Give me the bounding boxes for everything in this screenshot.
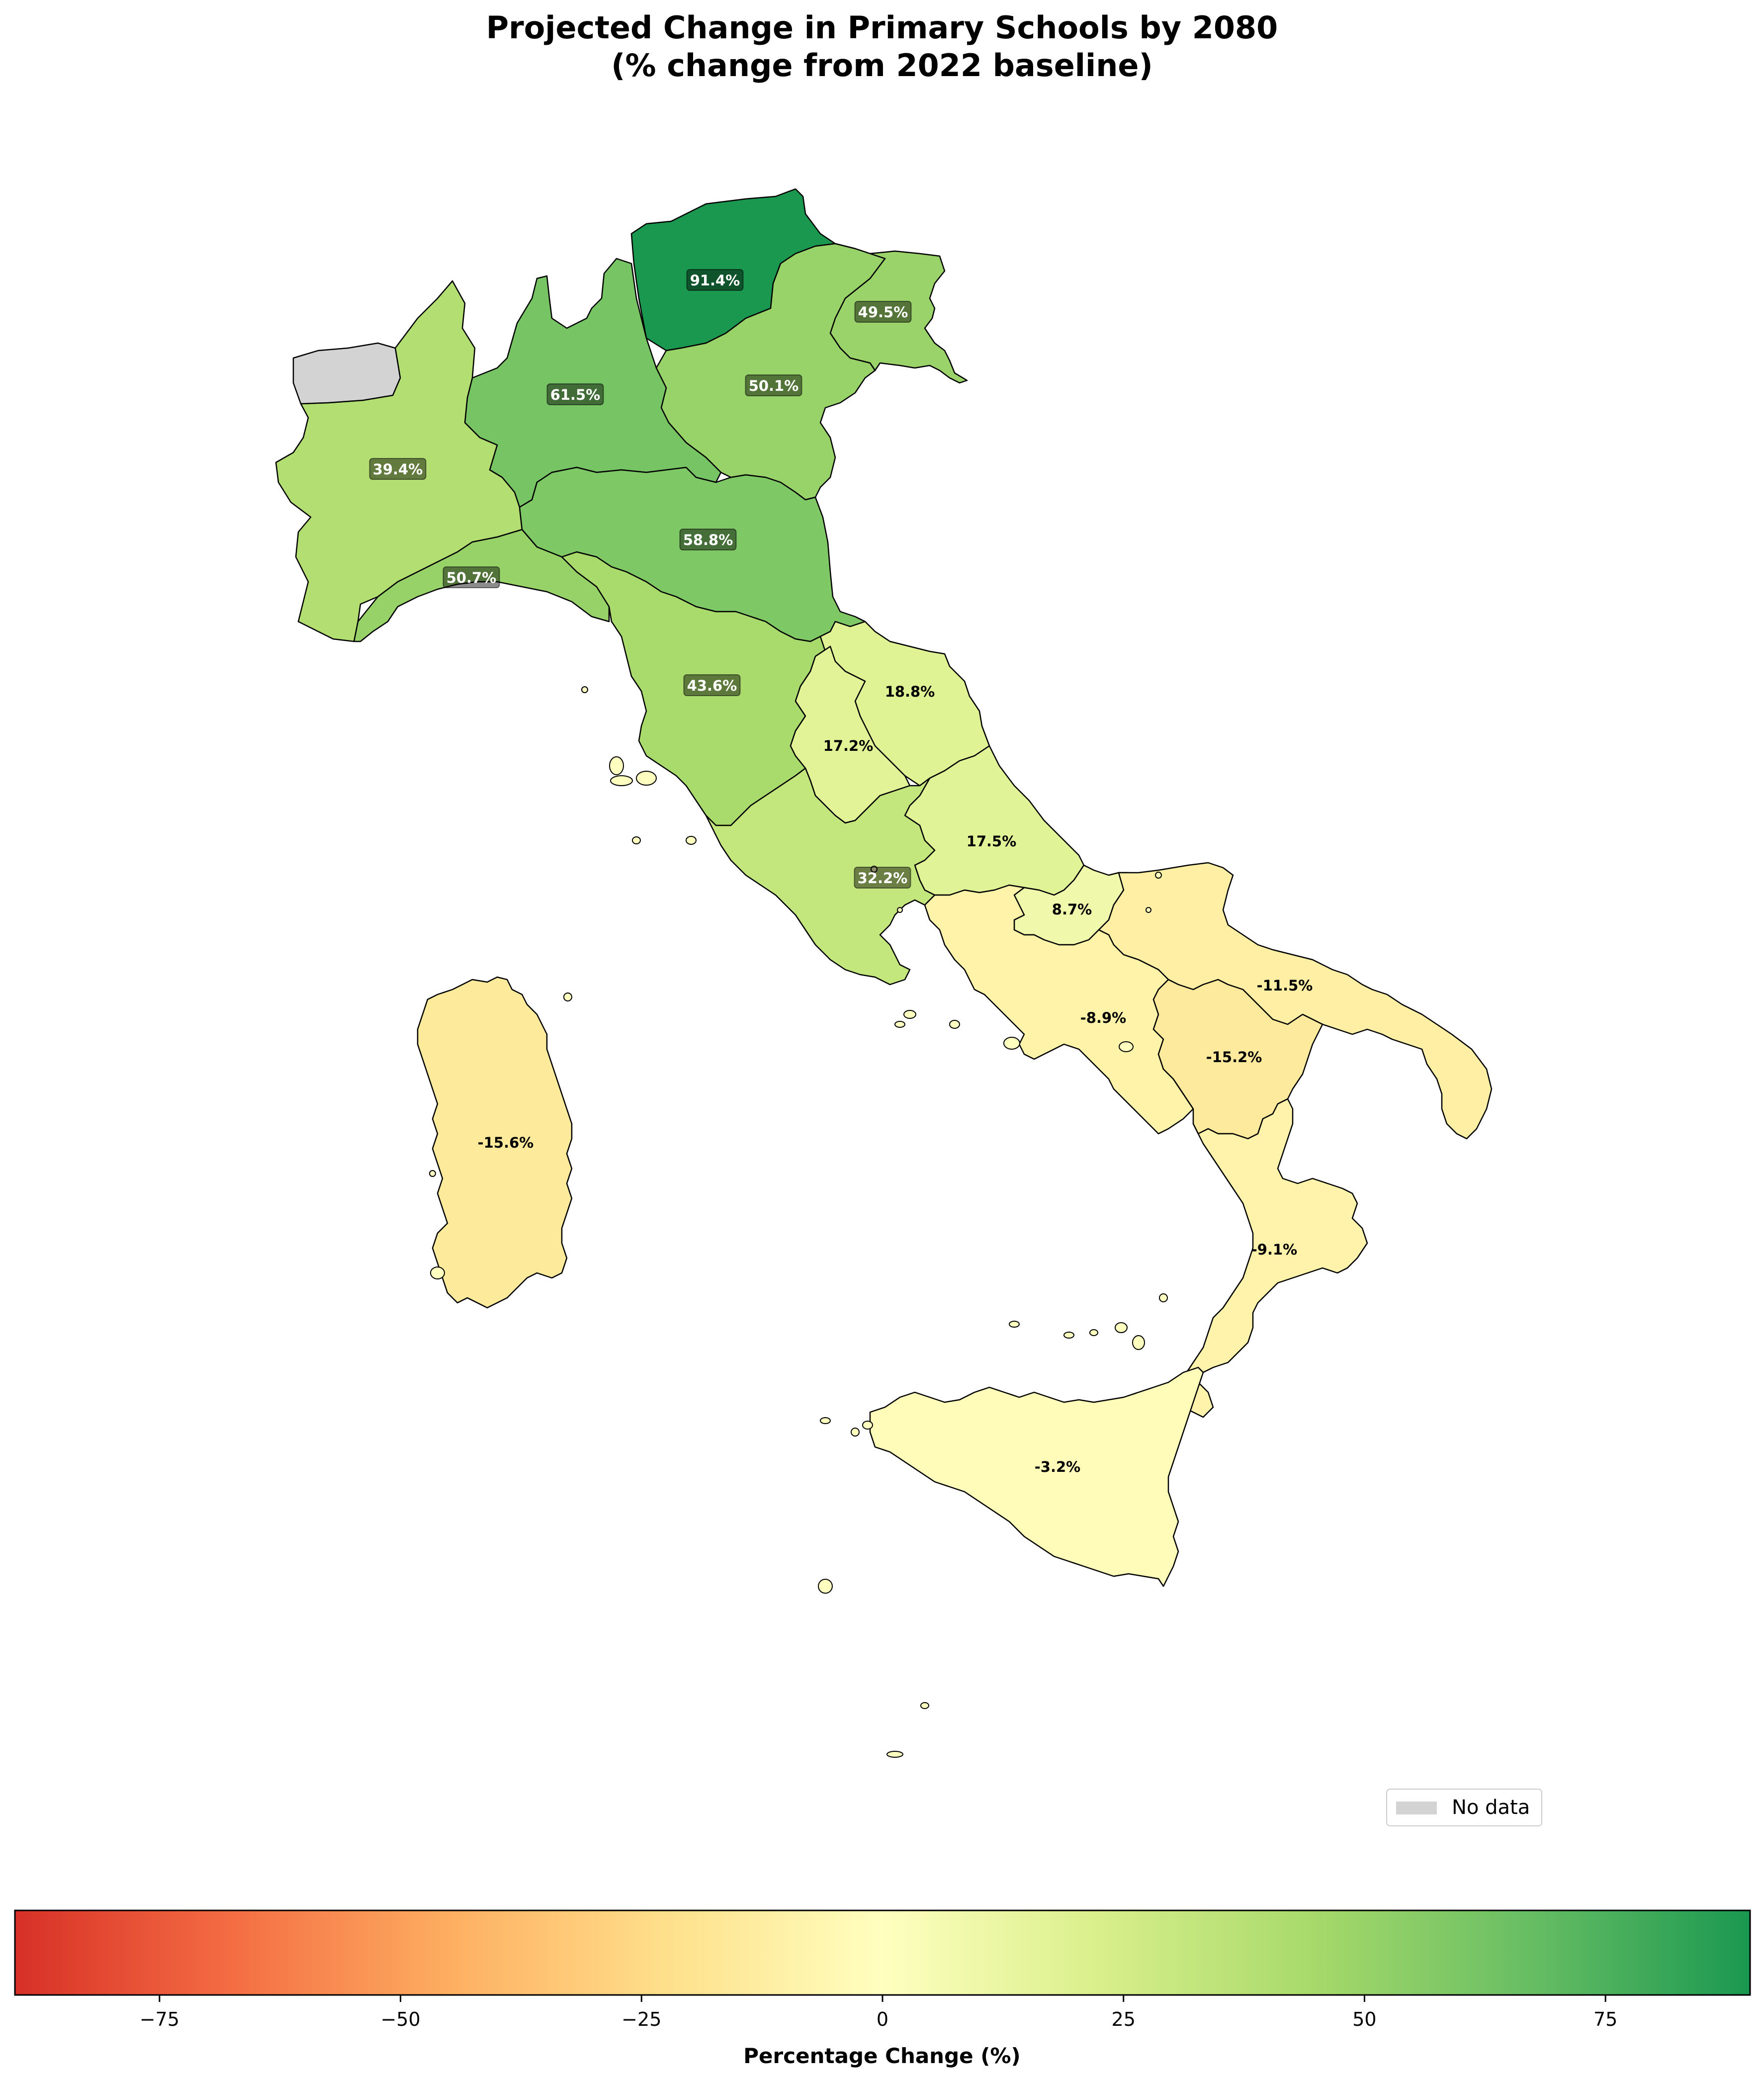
small-island (563, 993, 572, 1001)
colorbar-tick-label: −75 (140, 2008, 179, 2030)
small-island (1119, 1041, 1134, 1052)
region-value-label: 39.4% (373, 461, 423, 478)
small-island (1155, 872, 1162, 879)
no-data-swatch (1396, 1802, 1437, 1814)
small-island (894, 1021, 905, 1028)
small-island (430, 1266, 445, 1279)
small-island (862, 1421, 873, 1430)
small-island (1132, 1335, 1145, 1350)
small-island (1146, 907, 1151, 913)
small-island (632, 836, 641, 844)
region-label-box (854, 867, 911, 889)
small-island (1089, 1329, 1098, 1336)
small-island (851, 1428, 860, 1437)
small-island (818, 1579, 833, 1594)
region-value-label: 8.7% (1052, 901, 1092, 918)
region-sardegna (417, 976, 573, 1309)
small-island (949, 1020, 960, 1029)
small-island (903, 1010, 916, 1019)
colorbar-tick-label: −25 (621, 2008, 661, 2030)
region-lazio (705, 767, 936, 986)
small-island (1009, 1321, 1020, 1328)
region-sicilia (869, 1366, 1204, 1587)
region-label-box (369, 458, 427, 480)
region-label-box (442, 566, 500, 588)
colorbar-label: Percentage Change (%) (743, 2044, 1021, 2068)
region-value-label: 49.5% (858, 304, 908, 321)
small-island (920, 1702, 929, 1709)
region-value-label: -8.9% (1080, 1009, 1126, 1026)
small-island (686, 836, 697, 845)
region-value-label: 91.4% (690, 272, 740, 289)
small-island (581, 686, 588, 693)
region-veneto (655, 243, 886, 501)
region-label-box (546, 383, 604, 405)
no-data-legend: No data (1386, 1789, 1542, 1826)
map-title: Projected Change in Primary Schools by 2… (0, 9, 1764, 85)
colorbar-tick-label: 75 (1593, 2008, 1617, 2030)
title-line-2: (% change from 2022 baseline) (611, 47, 1153, 84)
no-data-label: No data (1452, 1796, 1530, 1819)
small-island (1159, 1293, 1168, 1302)
region-valle-daosta (292, 342, 401, 405)
small-island (636, 771, 657, 786)
small-island (886, 1751, 903, 1758)
region-value-label: 18.8% (885, 683, 935, 700)
region-label-box (745, 374, 802, 396)
title-line-1: Projected Change in Primary Schools by 2… (486, 9, 1278, 46)
italy-choropleth-map: 91.4% 49.5% 50.1% 61.5% 39.4% 58.8% 50.7% 43.6%… (275, 188, 1493, 1758)
small-island (1003, 1037, 1020, 1050)
colorbar-tick-label: −50 (380, 2008, 420, 2030)
region-value-label: 32.2% (858, 870, 908, 887)
small-island (897, 907, 903, 913)
region-value-label: -11.5% (1257, 977, 1313, 994)
region-value-label: 17.5% (967, 833, 1017, 850)
region-calabria (1177, 1098, 1368, 1418)
small-island (820, 1417, 831, 1424)
region-label-box (683, 674, 741, 696)
region-label-box (686, 269, 744, 291)
region-value-label: 50.7% (446, 569, 497, 586)
region-liguria (353, 529, 610, 642)
region-value-label: 50.1% (749, 377, 799, 394)
region-value-label: 17.2% (823, 737, 874, 754)
small-island (609, 756, 624, 775)
colorbar-gradient (14, 1909, 1751, 1996)
colorbar-tick-label: 0 (877, 2008, 888, 2030)
region-value-label: -3.2% (1035, 1458, 1080, 1475)
region-value-label: 61.5% (550, 386, 601, 403)
region-value-label: 58.8% (683, 532, 733, 548)
region-value-label: -15.2% (1206, 1049, 1262, 1066)
colorbar-tick-label: 50 (1352, 2008, 1376, 2030)
region-value-label: -15.6% (478, 1134, 534, 1151)
region-value-label: -9.1% (1251, 1241, 1297, 1258)
small-island (610, 775, 633, 786)
region-value-label: 43.6% (687, 677, 737, 694)
small-island (1115, 1322, 1128, 1333)
small-island (1063, 1332, 1074, 1339)
region-label-box (854, 301, 912, 323)
colorbar-tick-label: 25 (1112, 2008, 1136, 2030)
region-label-box (679, 529, 737, 550)
small-island (429, 1170, 436, 1177)
